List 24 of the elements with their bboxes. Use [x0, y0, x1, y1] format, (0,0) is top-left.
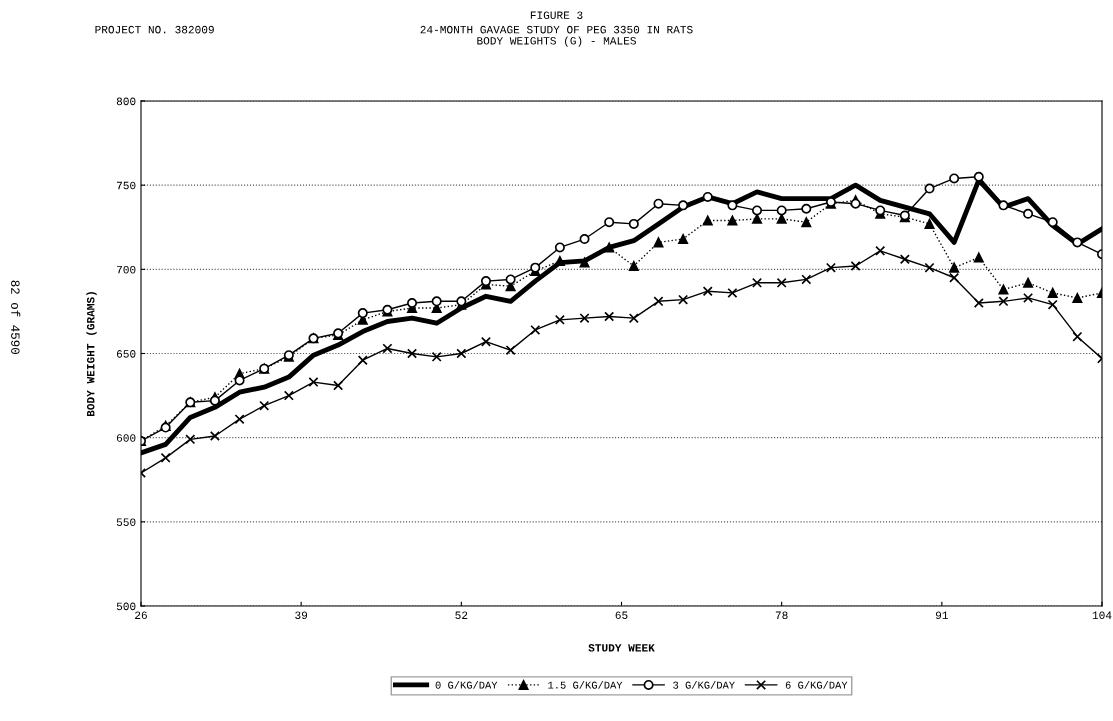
legend-label: 6 G/KG/DAY [785, 681, 848, 689]
legend-label: 1.5 G/KG/DAY [548, 681, 623, 689]
text: PROJECT NO. 382009 [95, 25, 214, 34]
x-tick-label: 65 [615, 611, 628, 620]
y-tick-label: 700 [116, 265, 136, 274]
y-axis-title: BODY WEIGHT (GRAMS) [86, 292, 97, 417]
y-tick-label: 650 [116, 350, 136, 358]
legend-label: 3 G/KG/DAY [673, 681, 735, 689]
x-tick-label: 91 [935, 611, 948, 620]
y-tick-label: 750 [116, 181, 136, 190]
x-tick-label: 52 [455, 611, 468, 620]
legend-label: 0 G/KG/DAY [435, 681, 498, 689]
x-tick-label: 39 [295, 611, 308, 620]
y-tick-label: 500 [116, 602, 136, 611]
x-tick-label: 104 [1092, 611, 1112, 620]
x-tick-label: 26 [135, 611, 147, 620]
x-tick-label: 78 [775, 611, 788, 620]
x-axis-title: STUDY WEEK [588, 644, 655, 652]
chart-subtitle: 24-MONTH GAVAGE STUDY OF PEG 3350 IN RATS BODY WEIGHTS (G) - MALES [420, 25, 693, 47]
text: 82 of 4590 [11, 280, 21, 354]
y-tick-label: 800 [116, 97, 136, 106]
y-tick-label: 600 [116, 434, 136, 442]
y-tick-label: 550 [116, 518, 136, 526]
chart-title: FIGURE 3 [530, 11, 583, 19]
